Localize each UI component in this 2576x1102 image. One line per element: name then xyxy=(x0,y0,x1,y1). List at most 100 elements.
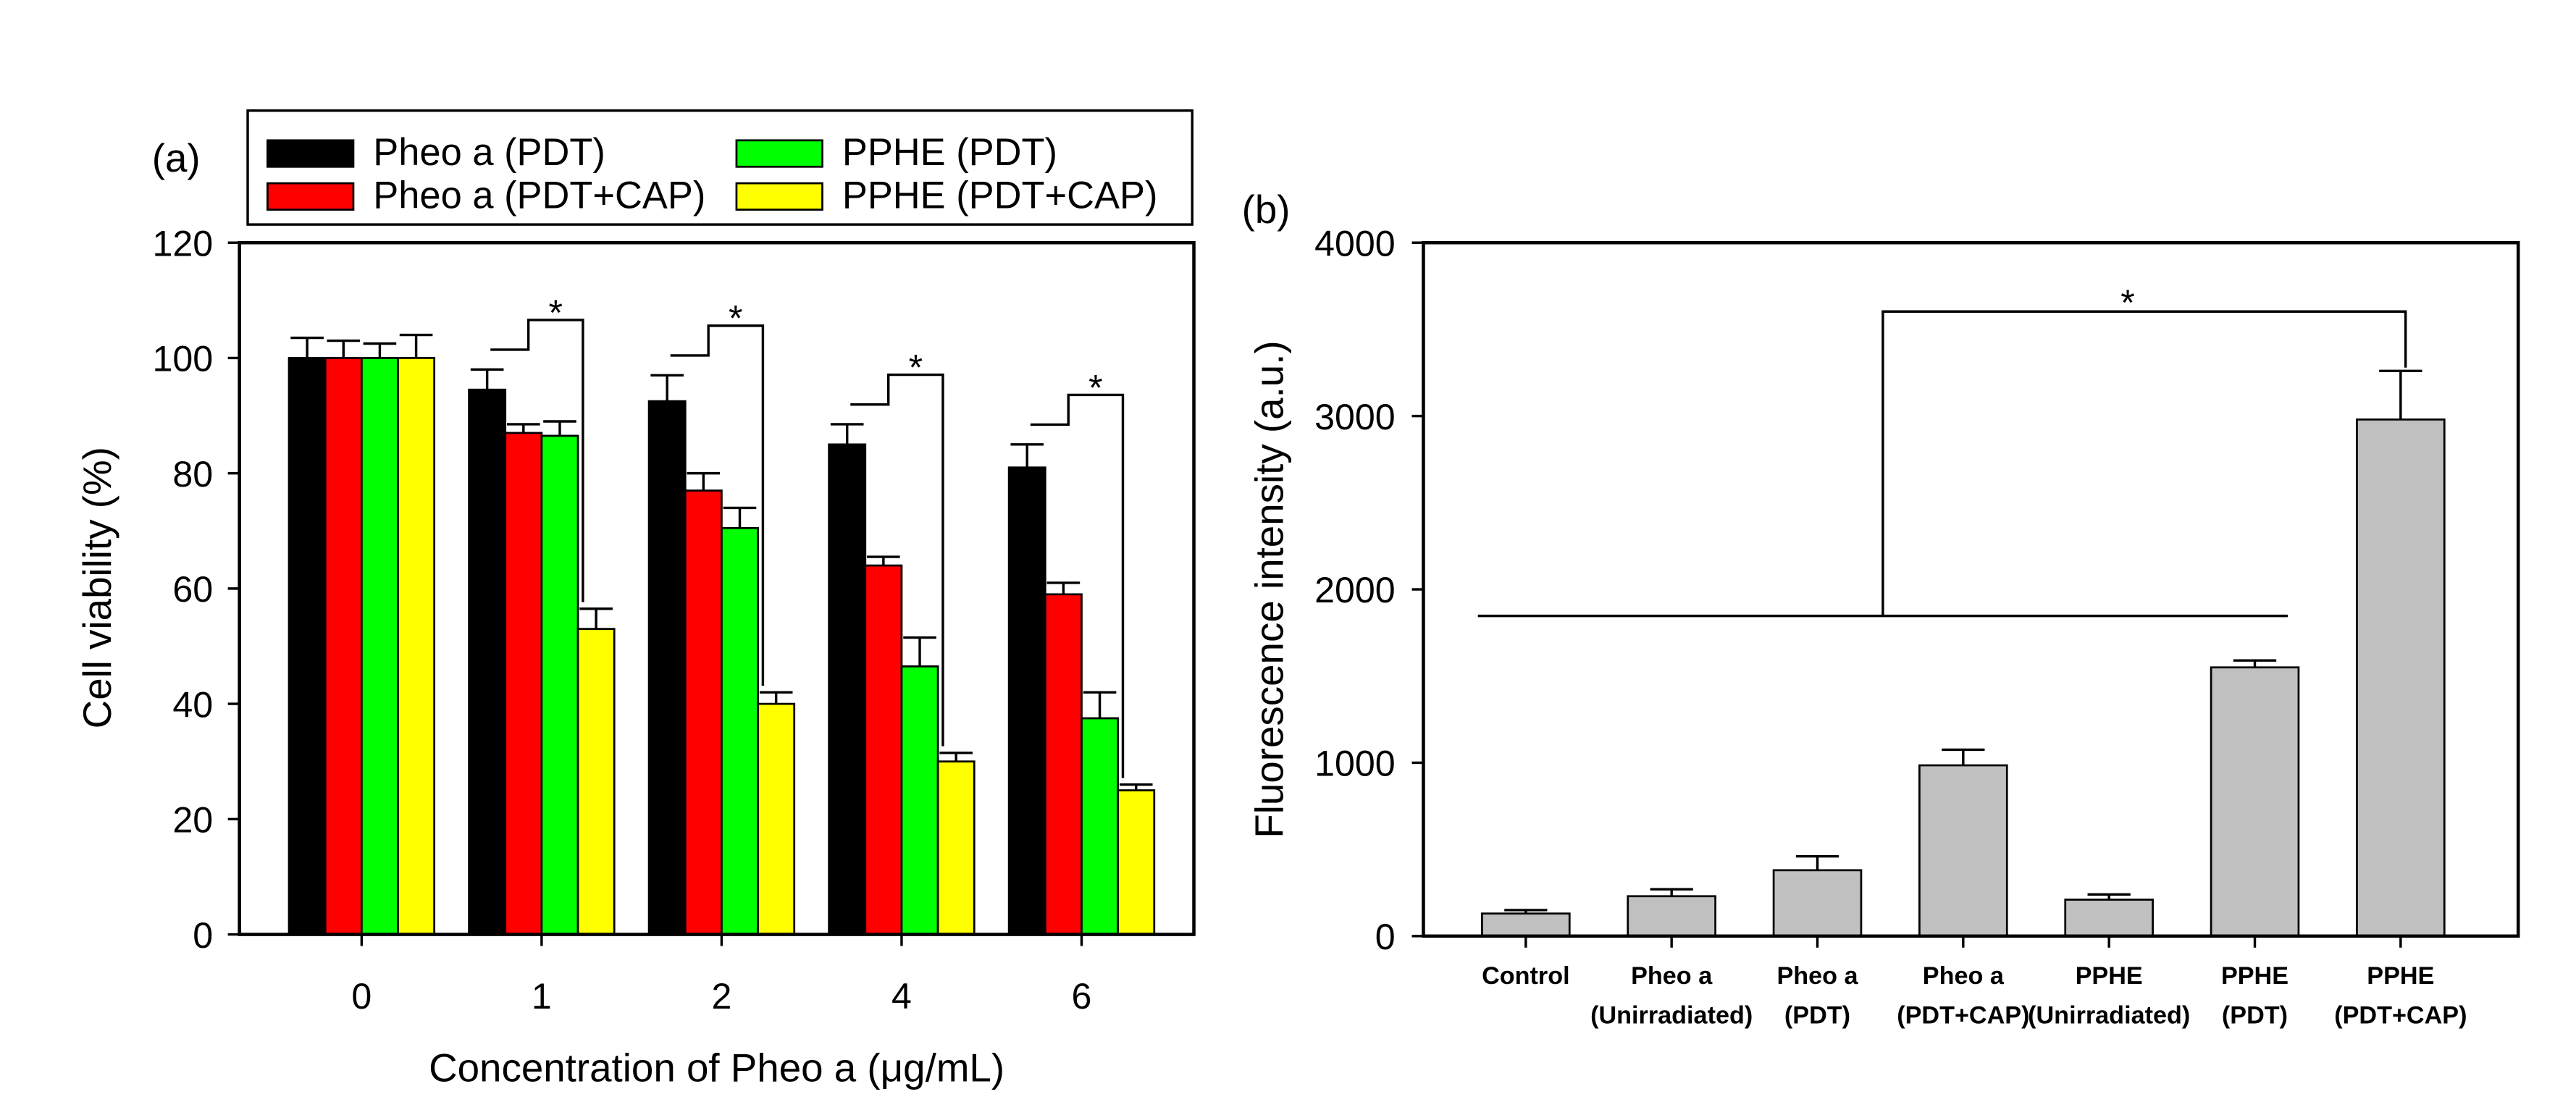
error-bar xyxy=(470,368,504,390)
error-bar xyxy=(1650,888,1693,896)
error-bar xyxy=(579,607,613,629)
significance-star: * xyxy=(909,347,923,387)
legend-box xyxy=(246,109,1193,226)
y-axis-label-a: Cell viability (%) xyxy=(75,447,119,728)
legend-label: PPHE (PDT+CAP) xyxy=(842,174,1158,216)
significance-star: * xyxy=(548,293,563,333)
x-axis-label-a: Concentration of Pheo a (μg/mL) xyxy=(429,1045,1004,1090)
bar xyxy=(721,526,759,935)
panel-b-plot: 0 1000 2000 3000 4000 Control Pheo a (Unirradia… xyxy=(1314,223,2520,1030)
panel-a-labels: (a) Cell viability (%) Concentration of … xyxy=(75,135,1004,1090)
x-tick-label: PPHE xyxy=(2221,962,2288,990)
error-bar xyxy=(290,336,324,358)
y-tick-label: 100 xyxy=(152,339,213,379)
bar xyxy=(684,489,723,935)
x-tick-label: (PDT) xyxy=(2222,1002,2288,1030)
x-tick-label: (PDT+CAP) xyxy=(1897,1002,2029,1030)
x-tick-label: (PDT) xyxy=(1784,1002,1850,1030)
x-tick-label: 4 xyxy=(891,976,912,1017)
y-tick-label: 3000 xyxy=(1314,397,1396,437)
bar xyxy=(1627,895,1716,938)
bar xyxy=(2210,666,2300,938)
x-tick-label: (Unirradiated) xyxy=(1590,1002,1753,1030)
error-bar xyxy=(1083,691,1117,719)
error-bar xyxy=(327,339,361,358)
bar xyxy=(647,400,687,935)
significance-bracket xyxy=(1477,310,2407,618)
y-tick-label: 120 xyxy=(152,223,213,264)
error-bar xyxy=(399,333,433,358)
x-tick-label: Pheo a xyxy=(1631,962,1713,990)
error-bar xyxy=(506,423,540,433)
y-tick-label: 80 xyxy=(172,454,213,495)
x-tick-label: PPHE xyxy=(2367,962,2434,990)
bar xyxy=(324,357,363,935)
error-bar xyxy=(867,555,900,566)
legend-swatch xyxy=(267,182,355,211)
error-bar xyxy=(830,423,864,445)
error-bar xyxy=(759,691,793,704)
bar xyxy=(828,443,867,935)
x-tick-label: PPHE xyxy=(2076,962,2143,990)
legend-swatch xyxy=(267,139,355,168)
x-tick-label: Pheo a xyxy=(1776,962,1858,990)
x-tick-label: (Unirradiated) xyxy=(2028,1002,2190,1030)
legend-swatch xyxy=(735,182,823,211)
bar xyxy=(360,357,399,935)
x-tick-label: 2 xyxy=(711,976,731,1017)
bar xyxy=(757,702,796,935)
panel-a-plot: 0 20 40 60 80 100 120 0 1 2 4 6 Pheo a (PDT)Pheo a (… xyxy=(152,109,1196,1017)
error-bar xyxy=(1046,581,1081,594)
panel-b-labels: (b) Fluorescence intensity (a.u.) xyxy=(1242,187,1292,838)
y-axis-label-b: Fluorescence intensity (a.u.) xyxy=(1247,340,1292,838)
bar xyxy=(288,357,327,935)
error-bar xyxy=(650,374,684,402)
error-bar xyxy=(1010,443,1044,468)
bar xyxy=(2356,418,2446,938)
y-tick-label: 40 xyxy=(172,684,213,725)
error-bar xyxy=(687,471,721,491)
error-bar xyxy=(939,752,973,762)
y-tick-label: 2000 xyxy=(1314,570,1396,610)
significance-star: * xyxy=(1088,367,1103,408)
bar xyxy=(1117,789,1156,935)
bar xyxy=(1772,869,1863,938)
panel-label-b: (b) xyxy=(1242,187,1291,232)
bar xyxy=(1481,912,1571,938)
error-bar xyxy=(903,636,936,667)
legend: Pheo a (PDT)Pheo a (PDT+CAP) PPHE (PDT)PP… xyxy=(246,109,1193,226)
error-bar xyxy=(2379,369,2422,420)
bar xyxy=(1044,593,1083,935)
error-bar xyxy=(2233,659,2277,668)
legend-swatch xyxy=(735,139,823,168)
y-tick-label: 0 xyxy=(1375,917,1396,957)
error-bar xyxy=(1942,748,1985,766)
y-tick-label: 4000 xyxy=(1314,223,1396,264)
bar xyxy=(504,432,543,935)
y-tick-label: 20 xyxy=(172,800,213,841)
bar xyxy=(864,564,903,935)
error-bar xyxy=(2087,893,2131,900)
significance-star: * xyxy=(2120,282,2135,323)
bar xyxy=(2064,899,2154,938)
y-tick-label: 60 xyxy=(172,569,213,610)
bar xyxy=(1081,717,1120,935)
bar xyxy=(468,388,507,935)
error-bar xyxy=(1119,783,1153,791)
bar xyxy=(936,760,976,935)
y-tick-label: 1000 xyxy=(1314,744,1396,784)
legend-label: Pheo a (PDT+CAP) xyxy=(373,174,705,216)
bar xyxy=(576,628,616,935)
bar xyxy=(540,434,579,935)
legend-label: Pheo a (PDT) xyxy=(373,132,605,174)
bar xyxy=(900,665,939,935)
panel-label-a: (a) xyxy=(152,135,201,180)
bar xyxy=(1918,764,2008,938)
error-bar xyxy=(723,506,757,529)
x-tick-label: Pheo a xyxy=(1923,962,2005,990)
significance-bracket xyxy=(1030,393,1125,778)
significance-star: * xyxy=(729,298,743,339)
y-tick-label: 0 xyxy=(193,915,213,956)
bar xyxy=(1007,466,1046,935)
